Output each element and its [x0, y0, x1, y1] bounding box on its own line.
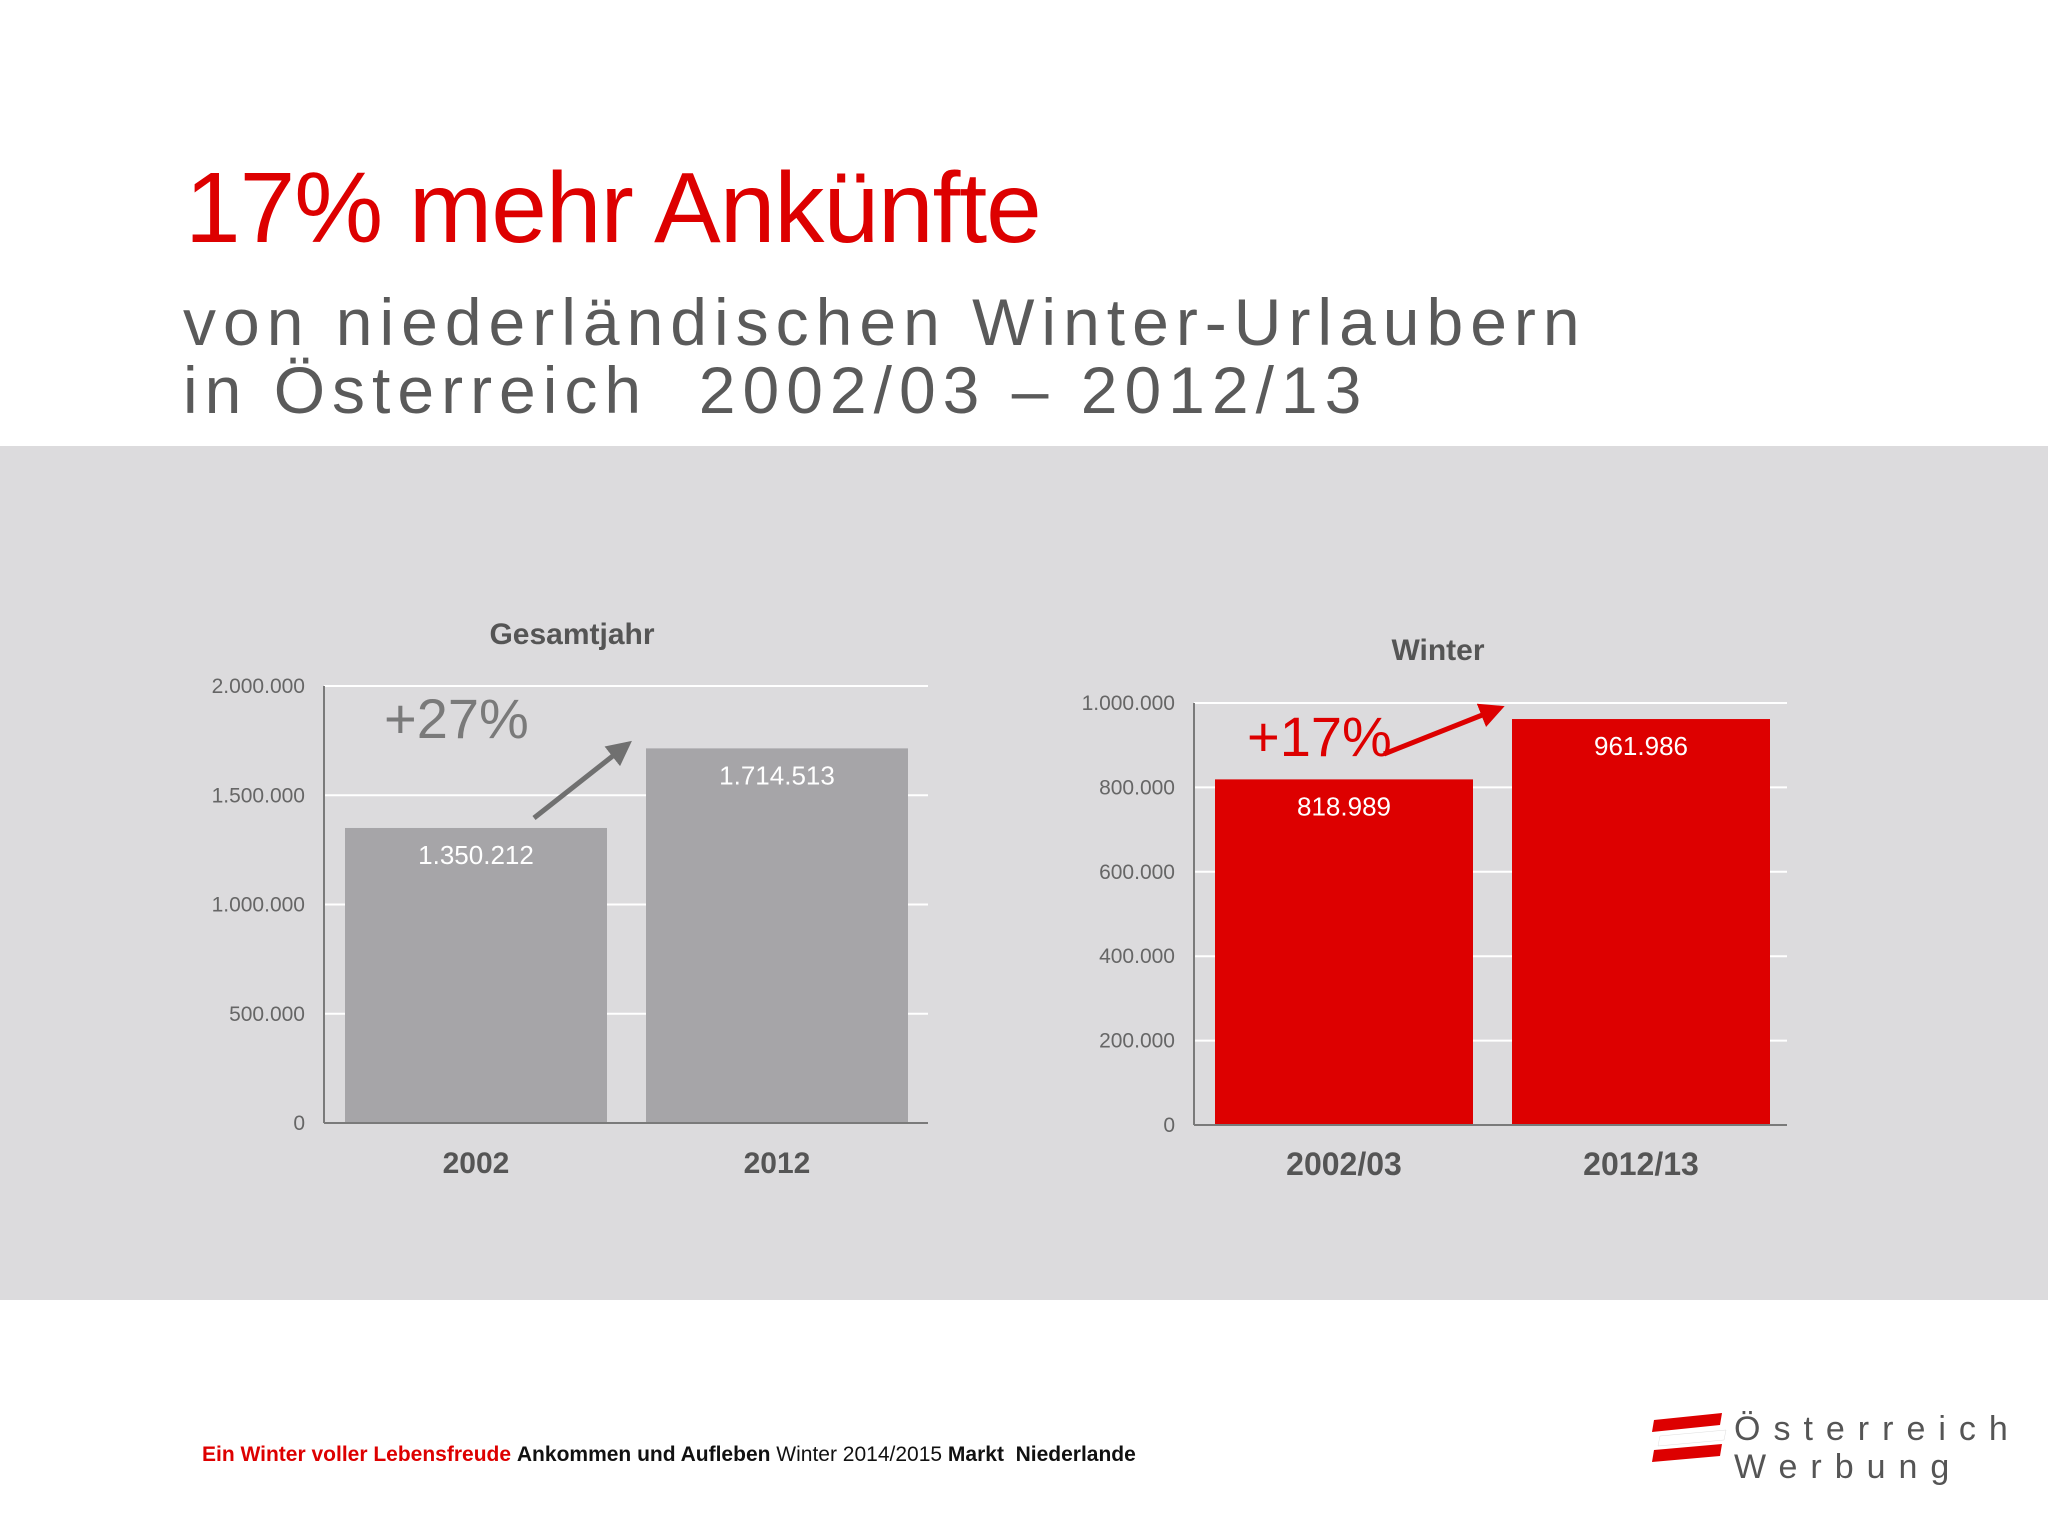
bar-2012-13	[1512, 719, 1770, 1125]
x-category-label: 2002	[443, 1147, 510, 1180]
growth-annotation: +17%	[1247, 705, 1392, 768]
bar-value-label: 1.714.513	[719, 760, 835, 790]
y-tick-label: 0	[1163, 1114, 1175, 1137]
chart-title: Gesamtjahr	[489, 618, 654, 651]
footer-motto: Ankommen und Aufleben	[516, 1443, 771, 1466]
logo-wordmark: Österreich Werbung	[1734, 1410, 2021, 1486]
bar-value-label: 818.989	[1297, 791, 1391, 821]
y-tick-label: 0	[293, 1112, 305, 1135]
y-tick-label: 1.000.000	[1082, 692, 1175, 715]
footer-market: Markt Niederlande	[947, 1443, 1136, 1466]
chart-title: Winter	[1391, 634, 1484, 667]
y-tick-label: 200.000	[1099, 1030, 1175, 1053]
page-subtitle: von niederländischen Winter-Urlaubern in…	[183, 288, 1587, 424]
subtitle-line-1: von niederländischen Winter-Urlaubern	[183, 285, 1587, 359]
x-category-label: 2012/13	[1583, 1146, 1699, 1182]
chart-gesamtjahr: Gesamtjahr 0 500.000 1.000.000 1.500.000 2.00…	[212, 618, 928, 1180]
growth-arrow-icon	[1383, 703, 1505, 757]
bar-2002	[345, 827, 607, 1123]
y-tick-label: 600.000	[1099, 861, 1175, 884]
footer-season: Winter 2014/2015	[776, 1443, 943, 1466]
footer-campaign: Ein Winter voller Lebensfreude	[202, 1443, 512, 1466]
bar-2002-03	[1215, 779, 1473, 1125]
logo-line-1: Österreich	[1734, 1410, 2021, 1448]
oesterreich-werbung-logo-icon	[1652, 1413, 1727, 1462]
subtitle-line-2: in Österreich 2002/03 – 2012/13	[183, 353, 1369, 427]
y-tick-label: 400.000	[1099, 945, 1175, 968]
growth-annotation: +27%	[384, 687, 529, 750]
x-category-label: 2012	[744, 1147, 811, 1180]
y-tick-label: 2.000.000	[212, 675, 305, 698]
y-tick-label: 1.000.000	[212, 894, 305, 917]
bar-value-label: 961.986	[1594, 731, 1688, 761]
logo-line-2: Werbung	[1734, 1448, 1963, 1486]
y-tick-label: 500.000	[229, 1003, 305, 1026]
x-category-label: 2002/03	[1286, 1146, 1402, 1182]
growth-arrow-icon	[532, 740, 632, 820]
footer: Ein Winter voller Lebensfreude Ankommen …	[202, 1443, 1136, 1467]
bar-2012	[646, 748, 908, 1123]
y-tick-label: 1.500.000	[212, 784, 305, 807]
chart-winter: Winter 0 200.000 400.000 600.000 800.000 1.000…	[1082, 634, 1787, 1182]
bar-value-label: 1.350.212	[418, 840, 534, 870]
page-title: 17% mehr Ankünfte	[185, 152, 1042, 264]
y-tick-label: 800.000	[1099, 776, 1175, 799]
